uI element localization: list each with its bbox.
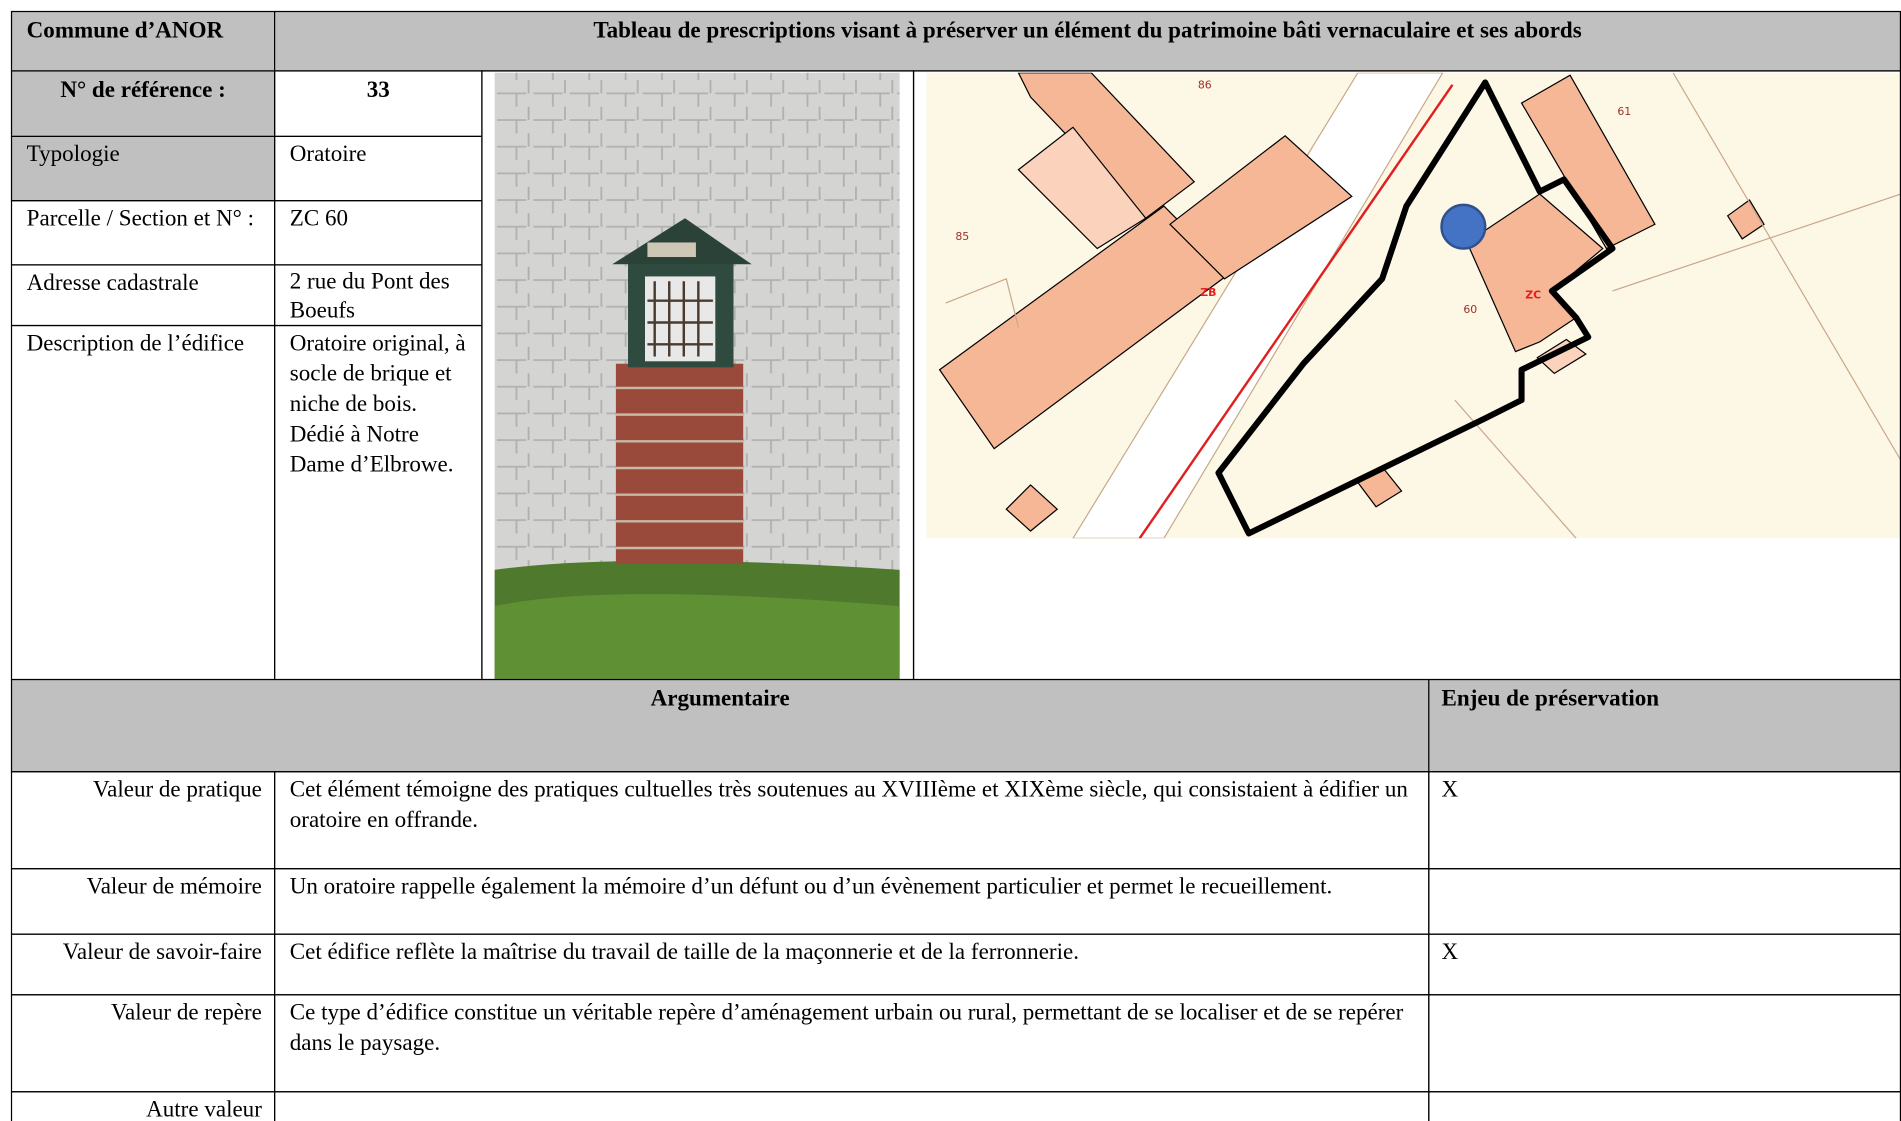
cell: 2 rue du Pont des Boeufs [274,264,483,327]
cell [274,1091,1430,1121]
map-label: 85 [955,230,969,243]
cell: Commune d’ANOR [10,10,276,72]
cell: Enjeu de préservation [1428,678,1901,773]
map-label: 60 [1463,303,1477,316]
map-label: 86 [1198,79,1212,92]
cell: Autre valeur [10,1091,276,1121]
cell: X [1428,933,1901,996]
cell: Cet élément témoigne des pratiques cultu… [274,771,1430,870]
map-cell [912,70,1901,681]
cell: Valeur de mémoire [10,868,276,935]
cell: Cet édifice reflète la maîtrise du trava… [274,933,1430,996]
cell [1428,1091,1901,1121]
map: 86 85 61 ZB 60 ZC [926,72,1901,539]
cell: Un oratoire rappelle également la mémoir… [274,868,1430,935]
cell: Valeur de repère [10,994,276,1093]
map-label: 61 [1617,105,1631,118]
photo [494,72,900,679]
map-label: ZC [1525,288,1541,301]
cell: X [1428,771,1901,870]
map-label: ZB [1200,286,1216,299]
cell: Oratoire [274,135,483,202]
cell: Oratoire original, à socle de brique et … [274,324,483,681]
cell: Argumentaire [10,678,1430,773]
cell: Ce type d’édifice constitue un véritable… [274,994,1430,1093]
cell [1428,994,1901,1093]
cell: Parcelle / Section et N° : [10,200,276,266]
cell: Description de l’édifice [10,324,276,681]
cell: 33 [274,70,483,138]
cell [1428,868,1901,935]
cell: ZC 60 [274,200,483,266]
cell: Tableau de prescriptions visant à préser… [274,10,1901,72]
cell: Adresse cadastrale [10,264,276,327]
cell: Valeur de pratique [10,771,276,870]
cell: Valeur de savoir-faire [10,933,276,996]
photo-cell [481,70,915,681]
cell: Typologie [10,135,276,202]
cell: N° de référence : [10,70,276,138]
